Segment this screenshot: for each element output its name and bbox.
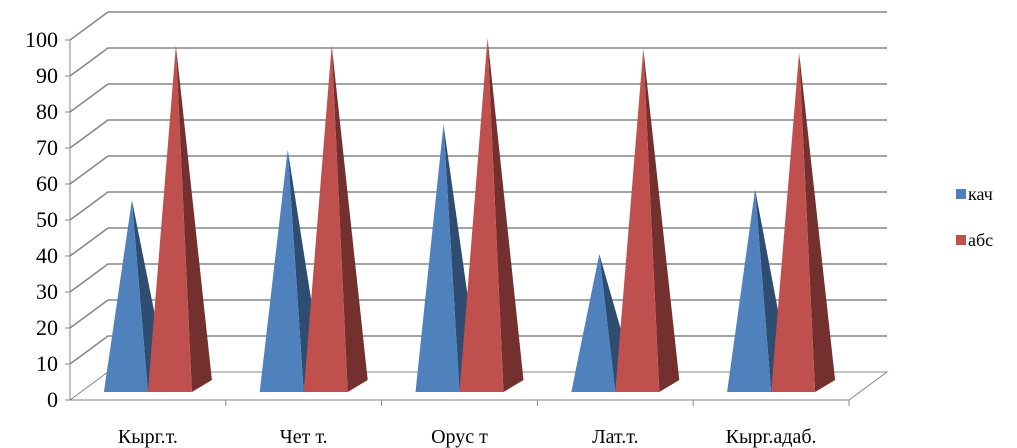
- bar-front-face: [571, 254, 616, 392]
- y-tick-label: 50: [36, 207, 58, 232]
- bar-front-face: [103, 200, 148, 392]
- bar-front-face: [147, 45, 192, 392]
- y-tick-label: 20: [36, 315, 58, 340]
- bars: [103, 38, 836, 393]
- gridlines: [69, 11, 887, 365]
- gridline: [69, 83, 887, 113]
- bar-абс-2: [459, 38, 524, 392]
- legend-swatch-кач: [956, 189, 966, 199]
- bar-абс-0: [147, 45, 212, 392]
- bar-side-face: [643, 48, 680, 393]
- x-tick-label: Чет т.: [280, 426, 328, 448]
- y-tick-label: 70: [36, 135, 58, 160]
- y-tick-label: 30: [36, 279, 58, 304]
- bar-абс-1: [303, 45, 368, 392]
- bar-front-face: [303, 45, 348, 392]
- x-axis-ticks: Кырг.т. Чет т. Орус т Лат.т. Кырг.адаб.: [118, 426, 817, 448]
- legend-label-абс: абс: [968, 230, 993, 250]
- y-tick-label: 40: [36, 243, 58, 268]
- gridline: [69, 191, 887, 221]
- legend-label-кач: кач: [968, 184, 993, 204]
- y-axis-ticks: 0 10 20 30 40 50 60 70 80 90 100: [25, 27, 58, 412]
- bar-front-face: [771, 52, 816, 393]
- bar-side-face: [487, 38, 524, 392]
- bar-side-face: [175, 45, 212, 392]
- bar-front-face: [459, 38, 504, 392]
- gridline: [69, 227, 887, 257]
- bar-front-face: [727, 189, 772, 392]
- y-tick-label: 60: [36, 171, 58, 196]
- y-tick-label: 80: [36, 99, 58, 124]
- x-tick-label: Кырг.т.: [118, 426, 178, 448]
- y-tick-label: 0: [47, 387, 58, 412]
- bar-абс-3: [615, 48, 680, 393]
- y-tick-label: 100: [25, 27, 58, 52]
- bar-side-face: [799, 52, 836, 393]
- bar-абс-4: [771, 52, 836, 393]
- bar-side-face: [331, 45, 368, 392]
- x-tick-label: Орус т: [431, 426, 488, 448]
- gridline: [69, 47, 887, 77]
- legend-swatch-абс: [956, 235, 966, 245]
- gridline: [69, 119, 887, 149]
- y-tick-label: 10: [36, 351, 58, 376]
- x-tick-label: Кырг.адаб.: [726, 426, 817, 448]
- legend: кач абс: [956, 184, 993, 250]
- bar-front-face: [259, 149, 304, 392]
- gridline: [69, 155, 887, 185]
- x-tick-label: Лат.т.: [592, 426, 638, 448]
- axes: [65, 39, 850, 406]
- y-tick-label: 90: [36, 63, 58, 88]
- bar-front-face: [615, 48, 660, 393]
- gridline: [69, 11, 887, 41]
- bar-front-face: [415, 124, 460, 393]
